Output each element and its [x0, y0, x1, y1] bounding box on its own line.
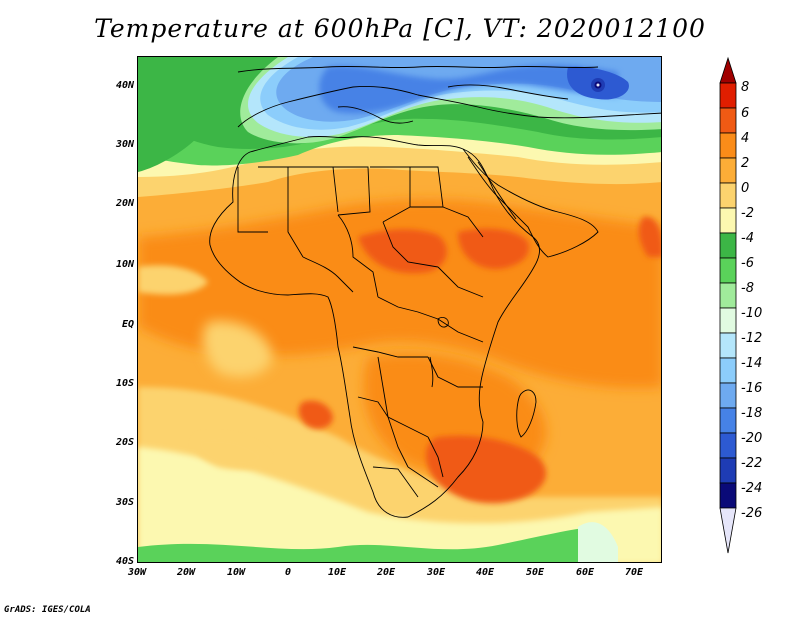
colorbar-segment [719, 82, 737, 109]
colorbar-label: -4 [741, 231, 754, 246]
colorbar-segment [719, 282, 737, 309]
colorbar-label: 0 [741, 181, 750, 196]
colorbar-segment-top [719, 56, 737, 84]
lon-label-40e: 40E [475, 567, 495, 578]
colorbar-segment [719, 182, 737, 209]
lon-label-10e: 10E [327, 567, 347, 578]
lat-label-40n: 40N [115, 80, 134, 91]
colorbar-label: -8 [741, 281, 754, 296]
colorbar-label: -18 [741, 406, 763, 421]
colorbar-segment [719, 382, 737, 409]
colorbar-label: -10 [741, 306, 763, 321]
colorbar-label: -20 [741, 431, 763, 446]
lat-label-eq: EQ [121, 319, 134, 330]
lat-label-20s: 20S [115, 437, 134, 448]
colorbar-segment [719, 307, 737, 334]
colorbar-segment [719, 407, 737, 434]
map-canvas [138, 57, 661, 562]
colorbar-label: -16 [741, 381, 763, 396]
colorbar-label: 6 [741, 106, 750, 121]
lat-label-30s: 30S [115, 497, 134, 508]
chart-title: Temperature at 600hPa [C], VT: 202001210… [94, 14, 706, 43]
colorbar-label: -24 [741, 481, 763, 496]
lon-label-20w: 20W [176, 567, 196, 578]
lon-label-30w: 30W [127, 567, 147, 578]
grads-credit: GrADS: IGES/COLA [4, 605, 91, 615]
colorbar-segment [719, 432, 737, 459]
colorbar-segment [719, 457, 737, 484]
lat-label-20n: 20N [115, 198, 134, 209]
colorbar-segment [719, 357, 737, 384]
lon-label-30e: 30E [426, 567, 446, 578]
colorbar-label: 8 [741, 80, 750, 95]
colorbar-segment [719, 207, 737, 234]
colorbar-segment [719, 332, 737, 359]
colorbar-segment [719, 132, 737, 159]
lon-label-20e: 20E [376, 567, 396, 578]
colorbar-segment [719, 107, 737, 134]
temperature-map [137, 56, 662, 563]
lon-label-70e: 70E [624, 567, 644, 578]
coastlines-and-borders [209, 65, 661, 518]
colorbar-segment [719, 257, 737, 284]
colorbar-label: -26 [741, 506, 763, 521]
lon-label-60e: 60E [575, 567, 595, 578]
colorbar-label: 2 [741, 156, 750, 171]
colorbar-segment [719, 232, 737, 259]
colorbar-segment [719, 157, 737, 184]
lat-label-30n: 30N [115, 139, 134, 150]
lon-label-0: 0 [284, 567, 292, 578]
colorbar-segment [719, 482, 737, 509]
lat-label-40s: 40S [115, 556, 134, 567]
lat-label-10n: 10N [115, 259, 134, 270]
lon-label-10w: 10W [226, 567, 246, 578]
lon-label-50e: 50E [525, 567, 545, 578]
colorbar-label: 4 [741, 131, 750, 146]
lat-label-10s: 10S [115, 378, 134, 389]
colorbar-label: -22 [741, 456, 763, 471]
colorbar-label: -14 [741, 356, 763, 371]
colorbar-label: -12 [741, 331, 763, 346]
colorbar-label: -2 [741, 206, 754, 221]
colorbar-segment-bottom [719, 507, 737, 554]
colorbar-label: -6 [741, 256, 754, 271]
colorbar [719, 56, 737, 554]
